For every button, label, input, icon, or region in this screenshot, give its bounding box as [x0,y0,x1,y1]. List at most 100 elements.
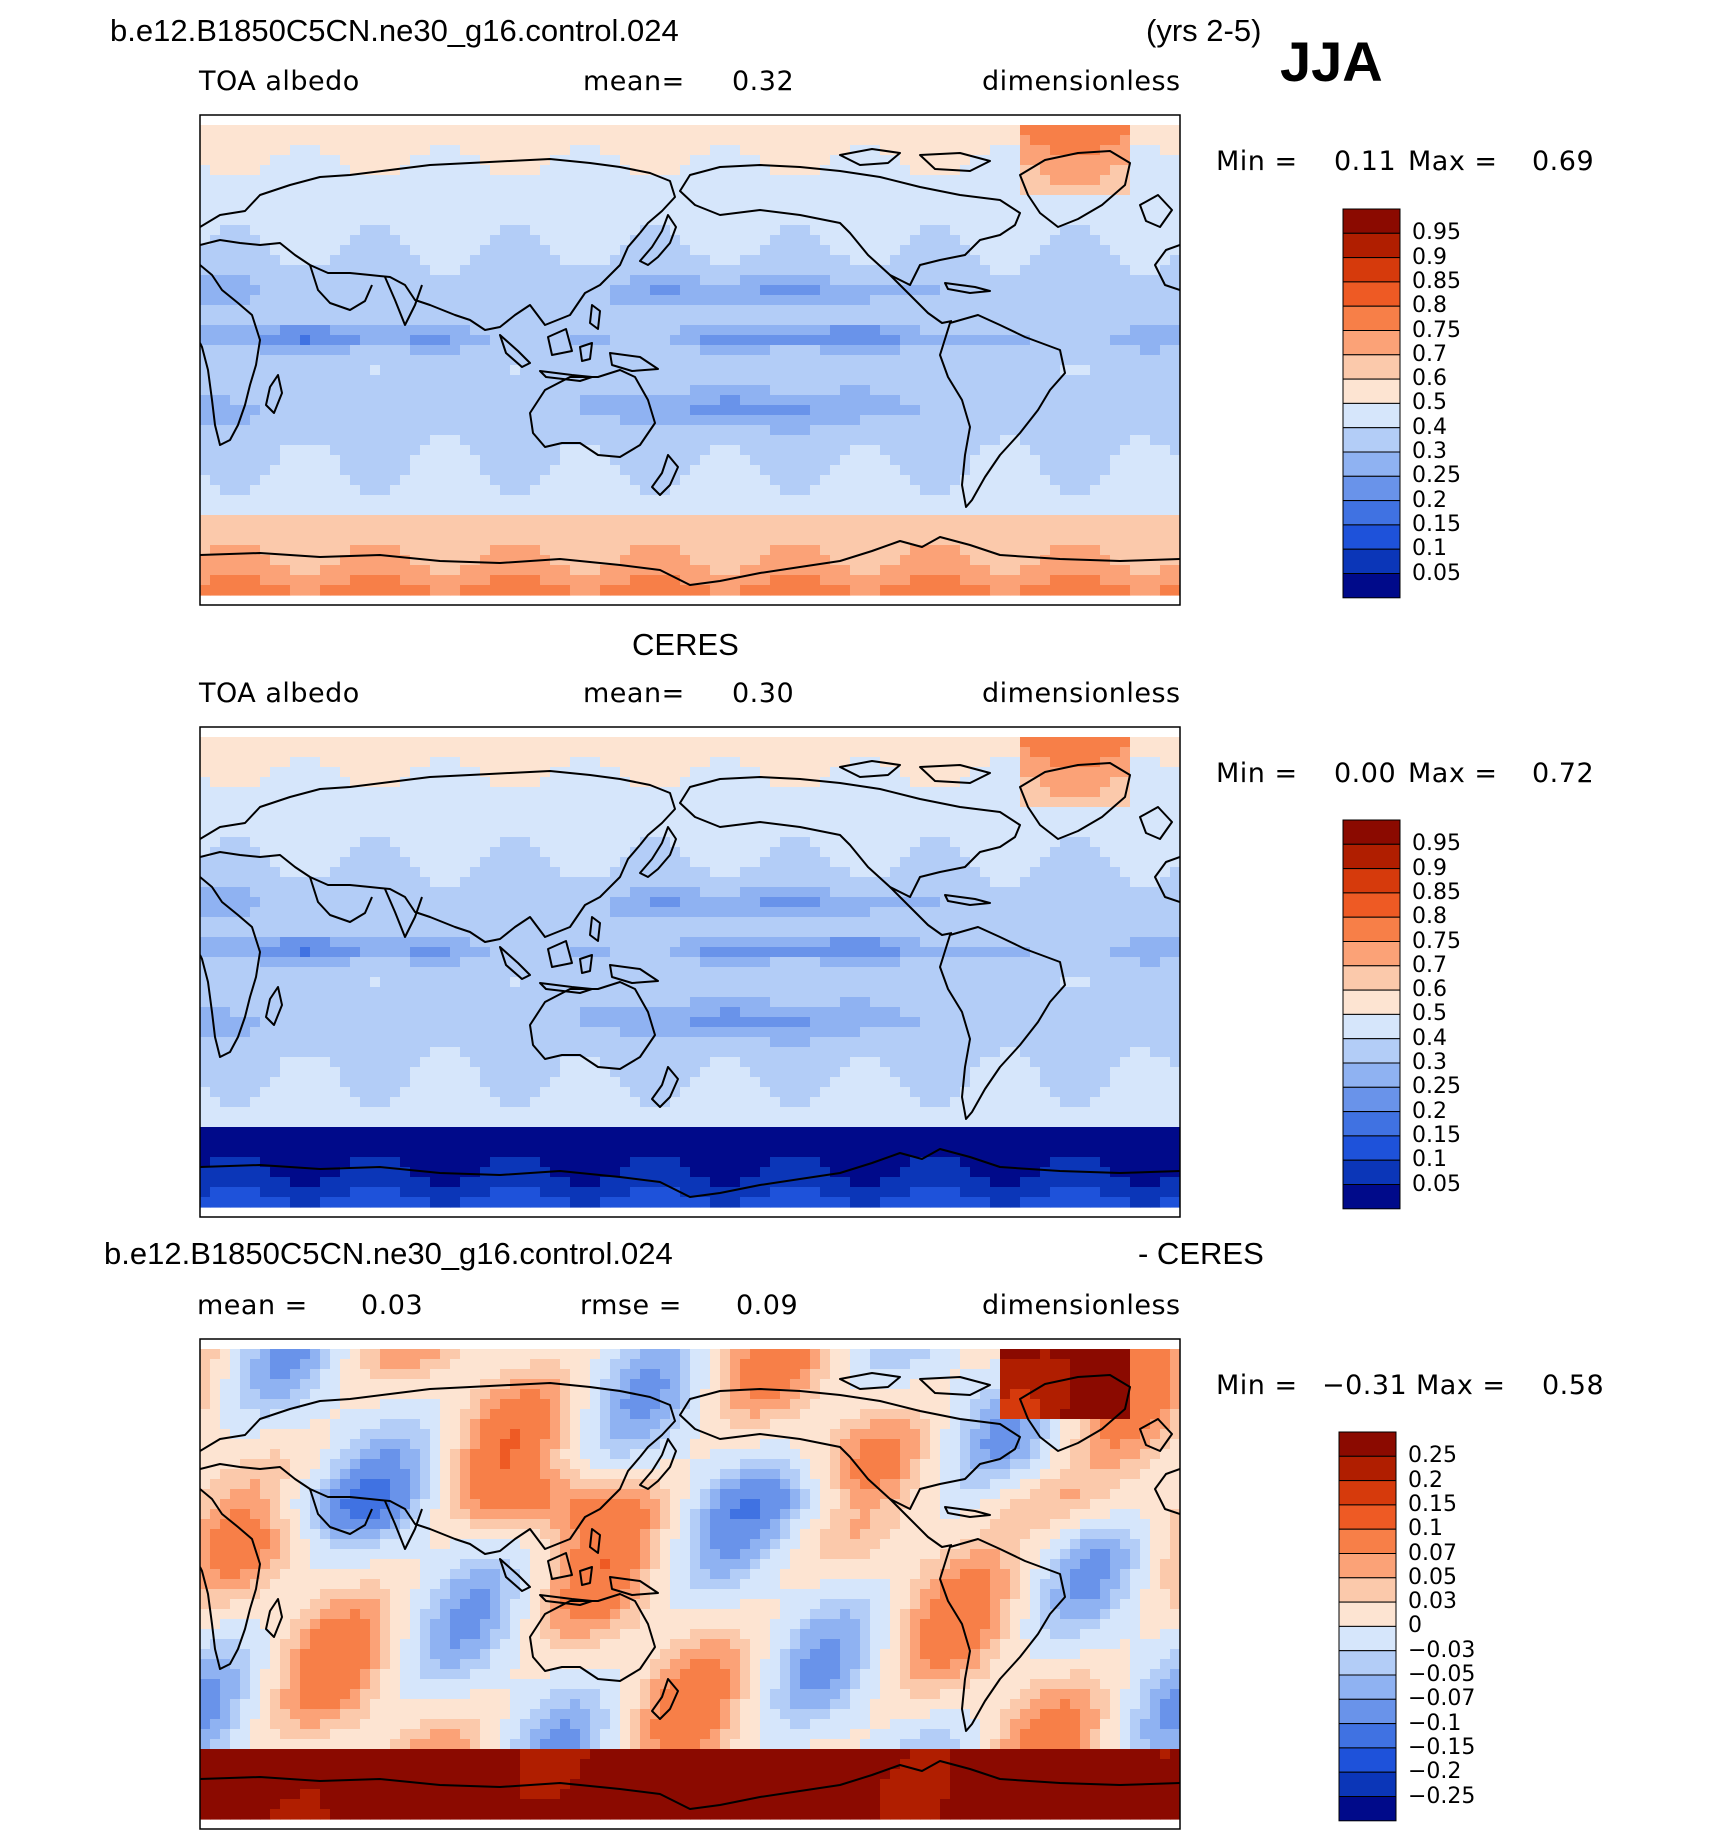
colorbar-level-label: 0.2 [1412,487,1447,513]
colorbar-box [1342,208,1401,234]
colorbar-box [1342,257,1401,283]
colorbar-box [1342,475,1401,502]
colorbar-box [1342,1086,1401,1113]
colorbar-level-label: −0.15 [1408,1734,1476,1760]
colorbar-box [1342,1013,1401,1040]
colorbar-box [1338,1601,1397,1627]
colorbar-level-label: 0.9 [1412,244,1447,270]
colorbar-box [1342,1159,1401,1185]
colorbar-box [1338,1771,1397,1797]
colorbar-level-label: 0.5 [1412,390,1447,416]
colorbar-level-label: 0.6 [1412,977,1447,1003]
colorbar-level-label: 0.4 [1412,414,1447,440]
colorbar-box [1342,427,1401,453]
panel1-map [199,114,1181,606]
colorbar-level-label: 0.05 [1408,1564,1457,1590]
colorbar-level-label: 0.05 [1412,560,1461,586]
years-label: (yrs 2-5) [1146,13,1262,48]
colorbar-box [1342,1038,1401,1064]
colorbar-level-label: 0.6 [1412,366,1447,392]
colorbar-level-label: 0.05 [1412,1171,1461,1197]
colorbar-box [1338,1504,1397,1530]
panel3-min-label: Min = [1216,1370,1298,1401]
colorbar-level-label: 0.1 [1408,1516,1443,1542]
colorbar-box [1342,868,1401,894]
colorbar-level-label: 0.9 [1412,855,1447,881]
colorbar-box [1338,1431,1397,1457]
panel3-units: dimensionless [982,1290,1181,1321]
colorbar-level-label: 0.25 [1412,1074,1461,1100]
colorbar-level-label: 0.25 [1408,1443,1457,1469]
panel1-colorbar [1342,208,1401,599]
panel3-map-frame [199,1338,1181,1830]
colorbar-box [1342,1062,1401,1088]
panel3-rmse-label: rmse = [580,1290,682,1321]
panel1-units: dimensionless [982,66,1181,97]
panel3-rmse-value: 0.09 [736,1290,799,1321]
colorbar-box [1342,500,1401,526]
colorbar-level-label: 0.3 [1412,439,1447,464]
panel2-mean-value: 0.30 [732,678,795,709]
panel1-mean-label: mean= [583,66,685,97]
colorbar-level-label: 0.2 [1408,1467,1443,1493]
panel2-variable: TOA albedo [199,678,360,709]
colorbar-level-label: 0.1 [1412,536,1447,562]
colorbar-level-label: 0.03 [1408,1589,1457,1615]
panel2-title: CERES [632,627,739,662]
colorbar-box [1342,402,1401,429]
colorbar-level-label: 0.15 [1408,1491,1457,1517]
colorbar-box [1342,843,1401,870]
colorbar-box [1338,1625,1397,1652]
colorbar-box [1342,232,1401,259]
colorbar-level-label: 0.95 [1412,220,1461,246]
colorbar-box [1342,1111,1401,1137]
colorbar-box [1338,1480,1397,1506]
panel3-mean-value: 0.03 [361,1290,424,1321]
colorbar-box [1338,1723,1397,1749]
season-label: JJA [1280,30,1383,93]
panel2-min-label: Min = [1216,758,1298,789]
colorbar-level-label: 0.75 [1412,317,1461,343]
panel1-min-label: Min = [1216,146,1298,177]
colorbar-level-label: 0.8 [1412,293,1447,319]
colorbar-box [1342,305,1401,332]
colorbar-box [1338,1553,1397,1579]
colorbar-level-label: 0.95 [1412,831,1461,857]
colorbar-level-label: 0.5 [1412,1001,1447,1027]
colorbar-level-label: 0.07 [1408,1540,1457,1566]
panel1-variable: TOA albedo [199,66,360,97]
colorbar-level-label: −0.1 [1408,1710,1462,1736]
colorbar-level-label: 0.85 [1412,268,1461,294]
colorbar-box [1342,573,1401,599]
colorbar-box [1338,1577,1397,1603]
panel3-min-value: −0.31 [1322,1370,1408,1401]
colorbar-box [1342,378,1401,404]
colorbar-level-label: 0.25 [1412,463,1461,489]
colorbar-level-label: 0.1 [1412,1147,1447,1173]
colorbar-box [1342,965,1401,991]
colorbar-level-label: 0.3 [1412,1050,1447,1075]
panel3-map [199,1338,1181,1830]
panel2-map-frame [199,726,1181,1218]
colorbar-level-label: 0.7 [1412,952,1447,978]
colorbar-level-label: 0.2 [1412,1098,1447,1124]
colorbar-box [1342,819,1401,845]
panel1-map-frame [199,114,1181,606]
colorbar-box [1342,354,1401,380]
colorbar-level-label: 0.7 [1412,341,1447,367]
colorbar-box [1338,1650,1397,1676]
colorbar-box [1338,1698,1397,1725]
panel2-min-value: 0.00 [1334,758,1397,789]
colorbar-level-label: 0.85 [1412,879,1461,905]
panel1-max-value: 0.69 [1532,146,1595,177]
colorbar-box [1342,281,1401,307]
panel3-title-left: b.e12.B1850C5CN.ne30_g16.control.024 [104,1236,673,1271]
colorbar-level-label: 0.15 [1412,1122,1461,1148]
panel2-map [199,726,1181,1218]
panel2-max-label: Max = [1408,758,1498,789]
panel1-mean-value: 0.32 [732,66,795,97]
colorbar-level-label: 0.8 [1412,904,1447,930]
colorbar-level-label: 0.15 [1412,511,1461,537]
colorbar-box [1342,941,1401,967]
